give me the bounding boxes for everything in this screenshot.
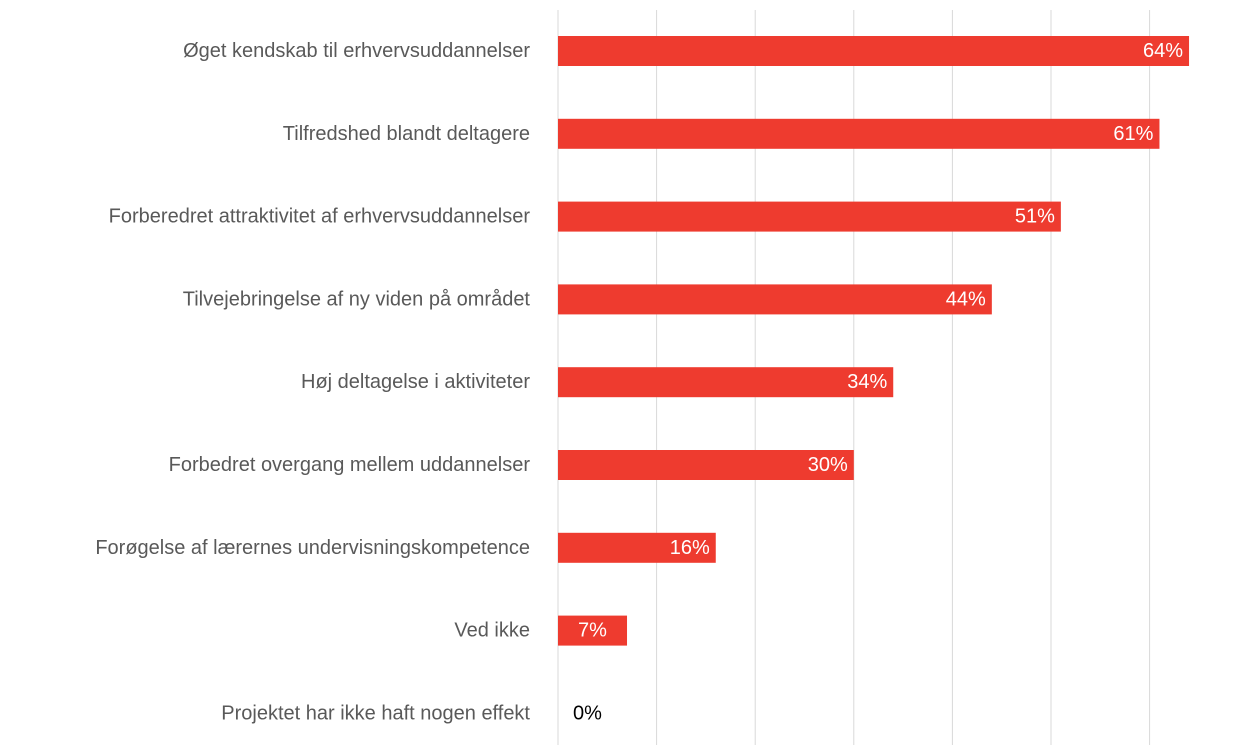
data-label: 7%: [578, 620, 607, 642]
data-label: 44%: [946, 288, 986, 310]
bar: [558, 367, 894, 398]
category-label: Høj deltagelse i aktiviteter: [301, 371, 530, 393]
data-label: 64%: [1143, 40, 1183, 62]
data-label: 34%: [847, 371, 887, 393]
data-label: 16%: [670, 537, 710, 559]
bars: [558, 36, 1190, 646]
category-label: Ved ikke: [454, 620, 530, 642]
bar: [558, 284, 992, 315]
bar: [558, 615, 628, 646]
category-label: Forberedret attraktivitet af erhvervsudd…: [109, 206, 531, 228]
bar: [558, 118, 1160, 149]
category-label: Tilfredshed blandt deltagere: [283, 123, 530, 145]
data-label: 30%: [808, 454, 848, 476]
data-label: 51%: [1015, 206, 1055, 228]
category-label: Forbedret overgang mellem uddannelser: [169, 454, 531, 476]
bar: [558, 532, 716, 563]
data-labels: 64% 61% 51% 44% 34% 30% 16% 7% 0%: [573, 40, 1183, 724]
category-labels: Øget kendskab til erhvervsuddannelser Til…: [95, 40, 530, 724]
category-label: Projektet har ikke haft nogen effekt: [221, 702, 530, 724]
category-label: Forøgelse af lærernes undervisningskompe…: [95, 537, 530, 559]
category-label: Tilvejebringelse af ny viden på området: [183, 288, 531, 310]
data-label: 61%: [1113, 123, 1153, 145]
bar: [558, 201, 1061, 232]
data-label: 0%: [573, 702, 602, 724]
bar: [558, 36, 1190, 66]
category-label: Øget kendskab til erhvervsuddannelser: [183, 40, 530, 62]
bar: [558, 450, 854, 480]
